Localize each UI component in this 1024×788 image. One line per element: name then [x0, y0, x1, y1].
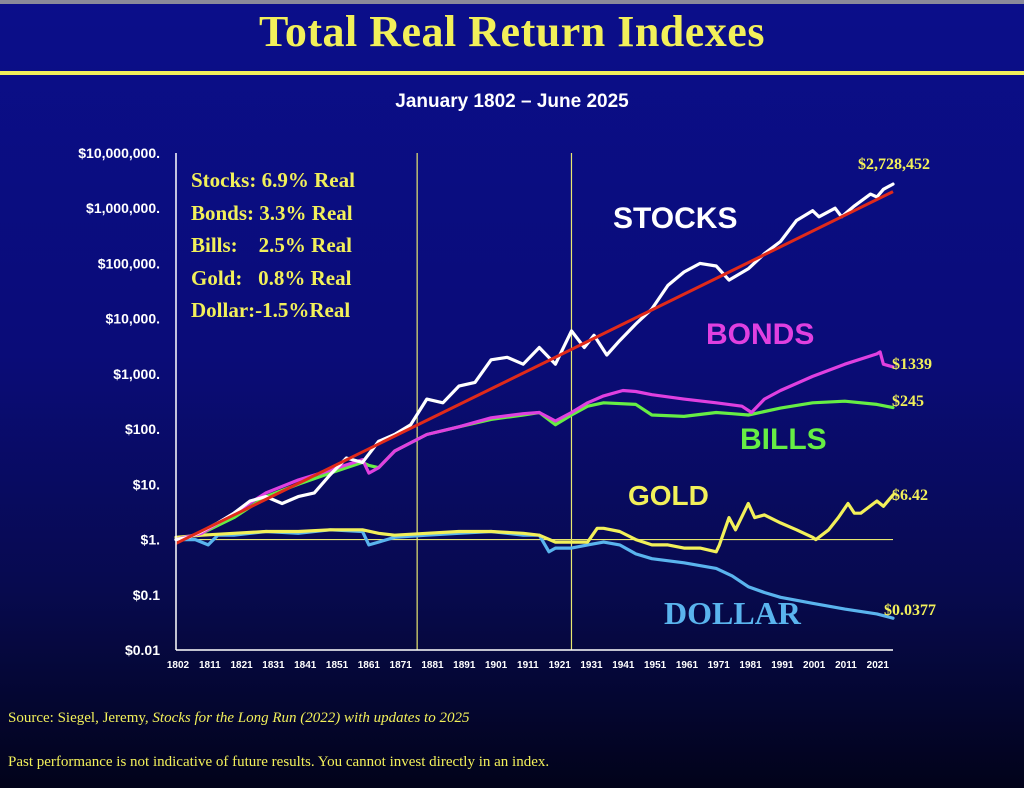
y-tick-label: $10.: [133, 476, 160, 492]
end-label-bills: $245: [892, 393, 924, 410]
x-tick-label: 1971: [708, 660, 731, 671]
x-tick-label: 1931: [580, 660, 603, 671]
x-tick-label: 2001: [803, 660, 826, 671]
source-note: Source: Siegel, Jeremy, Stocks for the L…: [8, 710, 469, 727]
x-tick-label: 1851: [326, 660, 349, 671]
y-tick-label: $10,000,000.: [78, 145, 160, 161]
series-lines: [174, 182, 895, 620]
y-tick-label: $100,000.: [98, 255, 160, 271]
stat-bonds: Bonds: 3.3% Real: [191, 200, 353, 225]
y-axis-labels: $10,000,000. $1,000,000. $100,000. $10,000.…: [78, 145, 160, 658]
x-tick-label: 1891: [453, 660, 476, 671]
trend-line: [175, 190, 894, 545]
series-label-bonds: BONDS: [706, 318, 815, 351]
source-book: Stocks for the Long Run (2022) with upda…: [152, 710, 470, 726]
disclaimer: Past performance is not indicative of fu…: [8, 754, 550, 770]
end-label-dollar: $0.0377: [884, 602, 936, 619]
x-tick-label: 1991: [771, 660, 794, 671]
x-tick-label: 1841: [294, 660, 317, 671]
end-label-bonds: $1339: [892, 356, 932, 373]
y-tick-label: $1,000,000.: [86, 200, 160, 216]
x-tick-label: 1881: [421, 660, 444, 671]
series-label-stocks: STOCKS: [613, 202, 738, 235]
y-tick-label: $0.1: [133, 587, 160, 603]
x-tick-label: 1941: [612, 660, 635, 671]
x-tick-label: 1901: [485, 660, 508, 671]
x-axis-labels: 1802 1811 1821 1831 1841 1851 1861 1871 1881 1891…: [167, 660, 889, 671]
stat-bills: Bills: 2.5% Real: [191, 233, 352, 257]
x-tick-label: 1871: [390, 660, 413, 671]
x-tick-label: 2021: [867, 660, 890, 671]
top-border: [0, 0, 1024, 4]
y-tick-label: $1.: [141, 532, 160, 548]
x-tick-label: 2011: [835, 660, 857, 671]
y-tick-label: $1,000.: [113, 366, 160, 382]
x-tick-label: 1961: [676, 660, 699, 671]
series-label-dollar: DOLLAR: [664, 595, 801, 631]
series-label-gold: GOLD: [628, 480, 709, 511]
x-tick-label: 1981: [739, 660, 762, 671]
stat-dollar: Dollar:-1.5%Real: [191, 298, 351, 322]
axes: [175, 153, 893, 651]
end-label-stocks: $2,728,452: [858, 156, 930, 173]
x-tick-label: 1861: [358, 660, 381, 671]
x-tick-label: 1821: [230, 660, 253, 671]
series-line-gold: [174, 493, 895, 554]
reference-lines: [176, 153, 893, 650]
x-tick-label: 1831: [262, 660, 285, 671]
source-prefix: Source: Siegel, Jeremy,: [8, 710, 153, 726]
series-line-bills: [174, 399, 895, 542]
series-line-stocks: [174, 182, 895, 542]
y-tick-label: $10,000.: [106, 311, 161, 327]
real-return-stats: Stocks: 6.9% Real Bonds: 3.3% Real Bills: …: [191, 164, 355, 327]
chart-subtitle: January 1802 – June 2025: [395, 91, 629, 112]
x-tick-label: 1911: [517, 660, 539, 671]
x-tick-label: 1921: [549, 660, 572, 671]
x-tick-label: 1811: [199, 660, 221, 671]
stat-stocks: Stocks: 6.9% Real: [191, 168, 355, 192]
y-tick-label: $100.: [125, 421, 160, 437]
series-line-bonds: [174, 350, 895, 542]
title-rule: [0, 71, 1024, 75]
slide-title: Total Real Return Indexes: [259, 7, 765, 56]
x-tick-label: 1951: [644, 660, 667, 671]
x-tick-label: 1802: [167, 660, 190, 671]
series-label-bills: BILLS: [740, 423, 827, 456]
end-label-gold: $6.42: [892, 487, 928, 504]
y-tick-label: $0.01: [125, 642, 160, 658]
stat-gold: Gold: 0.8% Real: [191, 265, 352, 290]
